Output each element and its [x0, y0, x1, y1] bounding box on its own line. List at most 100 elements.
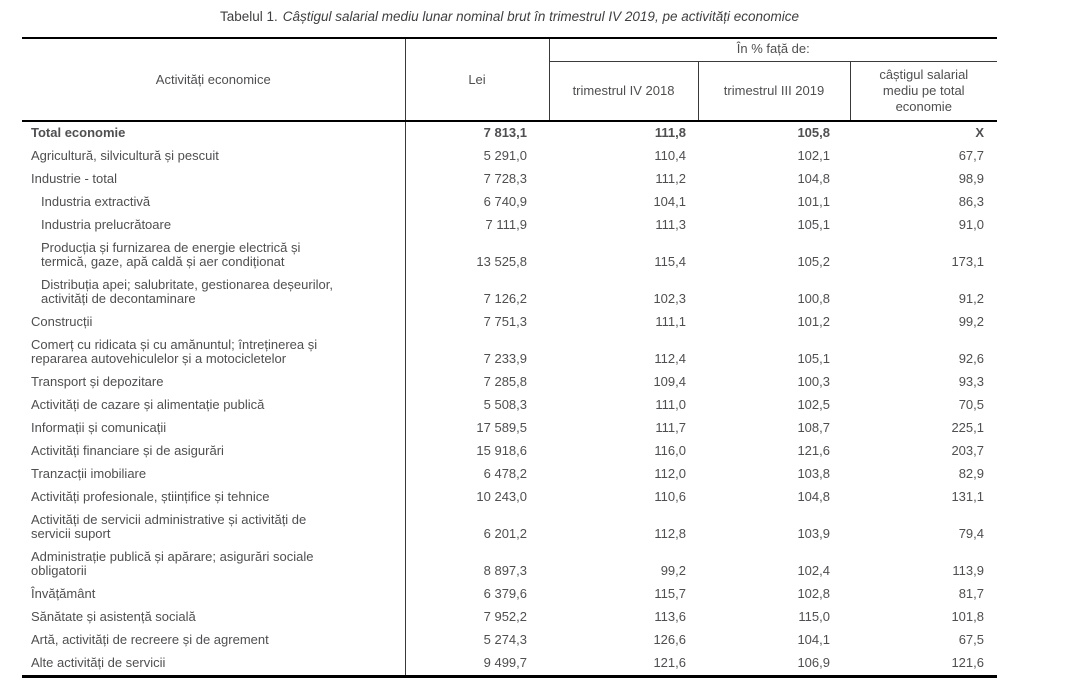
- vs-avg-total-value: X: [975, 125, 984, 140]
- vs-q4-2018-value: 113,6: [654, 609, 686, 624]
- vs-q3-2019-value: 105,1: [797, 351, 830, 366]
- vs-avg-total-value: 70,5: [958, 397, 984, 412]
- vs-q4-2018-value: 112,8: [654, 526, 686, 541]
- table-row: Administrație publică și apărare; asigur…: [22, 546, 997, 583]
- vs-q4-2018-value: 126,6: [653, 632, 686, 647]
- vs-q4-2018-value: 111,1: [655, 314, 686, 329]
- table-row: Industrie - total 7 728,3 111,2 104,8 98,9: [22, 168, 997, 191]
- activity-label: Agricultură, silvicultură și pescuit: [22, 145, 406, 168]
- vs-q4-2018-value: 112,4: [654, 351, 686, 366]
- vs-q3-2019-value: 101,1: [797, 194, 830, 209]
- activity-label: Activități de cazare și alimentație publ…: [22, 394, 406, 417]
- table-row: Agricultură, silvicultură și pescuit 5 29…: [22, 145, 997, 168]
- activity-label: Învățământ: [22, 583, 406, 606]
- activity-label: Activități profesionale, științifice și …: [22, 486, 406, 509]
- vs-q3-2019-value: 101,2: [797, 314, 830, 329]
- vs-q4-2018-value: 111,3: [655, 217, 686, 232]
- vs-q3-2019-value: 102,8: [797, 586, 830, 601]
- lei-value: 7 111,9: [485, 217, 527, 232]
- activity-label: Industria prelucrătoare: [22, 214, 406, 237]
- table-row: Transport și depozitare 7 285,8 109,4 100,3…: [22, 371, 997, 394]
- activity-label: Construcții: [22, 311, 406, 334]
- table-row: Construcții 7 751,3 111,1 101,2 99,2: [22, 311, 997, 334]
- table-row: Alte activități de servicii 9 499,7 121,6 1…: [22, 652, 997, 678]
- vs-q3-2019-value: 100,8: [797, 291, 830, 306]
- vs-avg-total-value: 173,1: [951, 254, 984, 269]
- vs-q4-2018-value: 104,1: [653, 194, 686, 209]
- lei-value: 6 201,2: [483, 526, 527, 541]
- header-row-group: Activități economice Lei În % față de:: [22, 37, 997, 122]
- vs-avg-total-value: 101,8: [951, 609, 984, 624]
- vs-avg-total-value: 67,7: [958, 148, 984, 163]
- col-header-avg-total: câștigul salarial mediu pe total economi…: [849, 61, 997, 122]
- vs-q3-2019-value: 105,2: [797, 254, 830, 269]
- vs-q4-2018-value: 115,4: [654, 254, 686, 269]
- lei-value: 13 525,8: [476, 254, 527, 269]
- activity-label: Informații și comunicații: [22, 417, 406, 440]
- table-body: Total economie 7 813,1 111,8 105,8 X Agricult…: [22, 121, 997, 678]
- vs-avg-total-value: 91,2: [958, 291, 984, 306]
- table-row: Producția și furnizarea de energie elect…: [22, 237, 997, 274]
- activity-label: Industrie - total: [22, 168, 406, 191]
- table-title-prefix: Tabelul 1.: [219, 9, 278, 24]
- table-row: Învățământ 6 379,6 115,7 102,8 81,7: [22, 583, 997, 606]
- lei-value: 9 499,7: [405, 652, 549, 678]
- table-row: Activități profesionale, științifice și …: [22, 486, 997, 509]
- lei-value: 5 274,3: [483, 632, 527, 647]
- vs-q3-2019-value: 104,8: [797, 171, 830, 186]
- vs-avg-total-value: 81,7: [958, 586, 984, 601]
- vs-q3-2019-value: 121,6: [797, 443, 830, 458]
- activity-label: Total economie: [22, 121, 406, 145]
- lei-value: 6 379,6: [483, 586, 527, 601]
- vs-avg-total-value: 93,3: [958, 374, 984, 389]
- vs-q3-2019-value: 102,4: [797, 563, 830, 578]
- col-header-pct-group: În % față de:: [549, 37, 997, 62]
- vs-q4-2018-value: 111,2: [655, 171, 686, 186]
- lei-value: 7 126,2: [483, 291, 527, 306]
- lei-value: 10 243,0: [476, 489, 527, 504]
- col-header-activities: Activități economice: [22, 37, 406, 122]
- vs-q3-2019-value: 105,8: [797, 125, 830, 140]
- activity-label: Distribuția apei; salubritate, gestionar…: [22, 274, 406, 311]
- vs-q3-2019-value: 102,1: [797, 148, 830, 163]
- vs-q3-2019-value: 106,9: [698, 652, 850, 678]
- table-row: Comerț cu ridicata și cu amănuntul; într…: [22, 334, 997, 371]
- vs-avg-total-value: 113,9: [952, 563, 984, 578]
- table-row: Activități de cazare și alimentație publ…: [22, 394, 997, 417]
- lei-value: 8 897,3: [483, 563, 527, 578]
- lei-value: 7 285,8: [483, 374, 527, 389]
- lei-value: 7 751,3: [483, 314, 527, 329]
- vs-q4-2018-value: 111,8: [654, 125, 686, 140]
- table-row: Industria prelucrătoare 7 111,9 111,3 105,1…: [22, 214, 997, 237]
- lei-value: 5 291,0: [483, 148, 527, 163]
- vs-q3-2019-value: 100,3: [797, 374, 830, 389]
- vs-q3-2019-value: 108,7: [797, 420, 830, 435]
- vs-q4-2018-value: 116,0: [654, 443, 686, 458]
- vs-q3-2019-value: 103,8: [797, 466, 830, 481]
- table-row: Distribuția apei; salubritate, gestionar…: [22, 274, 997, 311]
- vs-avg-total-value: 86,3: [958, 194, 984, 209]
- vs-avg-total-value: 99,2: [958, 314, 984, 329]
- vs-q4-2018-value: 111,7: [655, 420, 686, 435]
- vs-avg-total-value: 82,9: [958, 466, 984, 481]
- activity-label: Producția și furnizarea de energie elect…: [22, 237, 406, 274]
- vs-q3-2019-value: 115,0: [798, 609, 830, 624]
- vs-avg-total-value: 92,6: [958, 351, 984, 366]
- vs-q4-2018-value: 111,0: [655, 397, 686, 412]
- vs-q4-2018-value: 110,4: [654, 148, 686, 163]
- table-title: Tabelul 1. Câștigul salarial mediu lunar …: [22, 9, 997, 24]
- salary-table: Activități economice Lei În % față de: t…: [22, 37, 997, 678]
- vs-avg-total-value: 67,5: [958, 632, 984, 647]
- vs-q3-2019-value: 102,5: [797, 397, 830, 412]
- col-header-q4-2018: trimestrul IV 2018: [549, 61, 698, 122]
- vs-q4-2018-value: 102,3: [653, 291, 686, 306]
- lei-value: 6 478,2: [483, 466, 527, 481]
- table-row: Tranzacții imobiliare 6 478,2 112,0 103,8 82…: [22, 463, 997, 486]
- vs-avg-total-value: 203,7: [951, 443, 984, 458]
- vs-avg-total-value: 91,0: [958, 217, 984, 232]
- vs-q4-2018-value: 121,6: [549, 652, 698, 678]
- vs-q3-2019-value: 104,1: [797, 632, 830, 647]
- col-header-lei: Lei: [405, 37, 550, 122]
- activity-label: Artă, activități de recreere și de agrem…: [22, 629, 406, 652]
